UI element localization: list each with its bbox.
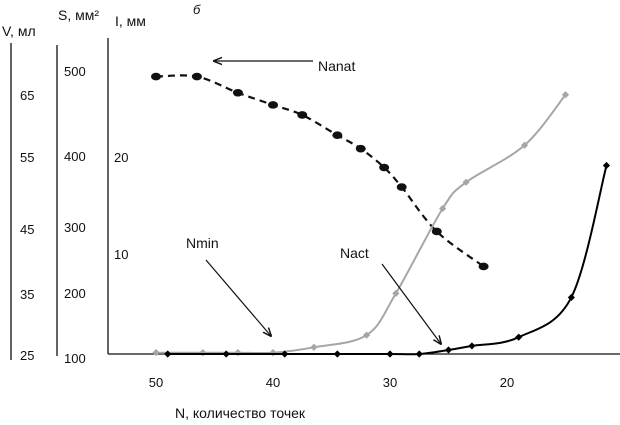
data-point (232, 88, 243, 97)
data-point (478, 262, 489, 271)
data-point (444, 346, 453, 354)
nmin-curve (152, 91, 570, 357)
nanat-curve (151, 72, 489, 271)
nmin-annotation: Nmin (186, 235, 219, 251)
nact-curve (164, 161, 611, 358)
s-tick-label: 200 (64, 286, 86, 301)
data-point (332, 131, 343, 139)
x-axis-label: N, количество точек (175, 405, 306, 421)
nmin-arrow (205, 259, 271, 336)
v-tick-label: 35 (20, 287, 34, 302)
data-point (392, 289, 400, 298)
v-tick-label: 25 (20, 348, 34, 363)
nanat-annotation: Nanat (318, 58, 355, 74)
s-tick-label: 300 (64, 220, 86, 235)
x-tick-layer: 50 40 30 20 (149, 375, 514, 390)
x-tick-label: 50 (149, 375, 163, 390)
data-point (515, 333, 523, 341)
data-point (268, 101, 278, 109)
data-point (281, 350, 289, 358)
x-tick-label: 20 (500, 375, 514, 390)
data-point (439, 204, 447, 213)
series-line (156, 94, 567, 355)
data-point (363, 331, 371, 339)
data-point (520, 141, 529, 149)
v-tick-label: 55 (20, 150, 34, 165)
data-point (431, 227, 442, 236)
data-point (297, 111, 308, 119)
data-point (355, 144, 366, 153)
data-point (152, 349, 160, 357)
s-tick-label: 500 (64, 64, 86, 79)
v-axis-label: V, мл (2, 23, 36, 39)
x-tick-label: 40 (266, 375, 280, 390)
data-point (462, 178, 470, 186)
data-point (310, 343, 318, 351)
s-tick-label: 100 (64, 351, 86, 366)
data-point (561, 91, 570, 99)
data-point (567, 293, 575, 302)
i-tick-label: 10 (114, 247, 128, 262)
data-point (602, 161, 611, 170)
data-point (379, 163, 390, 172)
nact-arrow (381, 263, 441, 344)
series-layer (151, 72, 611, 358)
data-point (396, 183, 407, 191)
x-tick-label: 30 (383, 375, 397, 390)
data-point (386, 350, 394, 358)
data-point (269, 349, 277, 357)
s-tick-label: 400 (64, 149, 86, 164)
data-point (151, 72, 161, 81)
series-line (167, 165, 608, 356)
data-point (468, 342, 476, 350)
data-point (222, 350, 230, 358)
v-tick-label: 45 (20, 222, 34, 237)
i-axis-label: I, мм (115, 13, 146, 29)
i-tick-label: 20 (114, 150, 128, 165)
v-tick-label: 65 (20, 88, 34, 103)
data-point (191, 72, 202, 81)
s-axis-label: S, мм² (58, 7, 99, 23)
data-point (333, 350, 341, 358)
nact-annotation: Nact (340, 245, 369, 261)
data-point (164, 350, 172, 358)
data-point (234, 349, 242, 357)
data-point (415, 350, 423, 358)
panel-label: б (193, 2, 201, 17)
data-point (199, 349, 207, 357)
